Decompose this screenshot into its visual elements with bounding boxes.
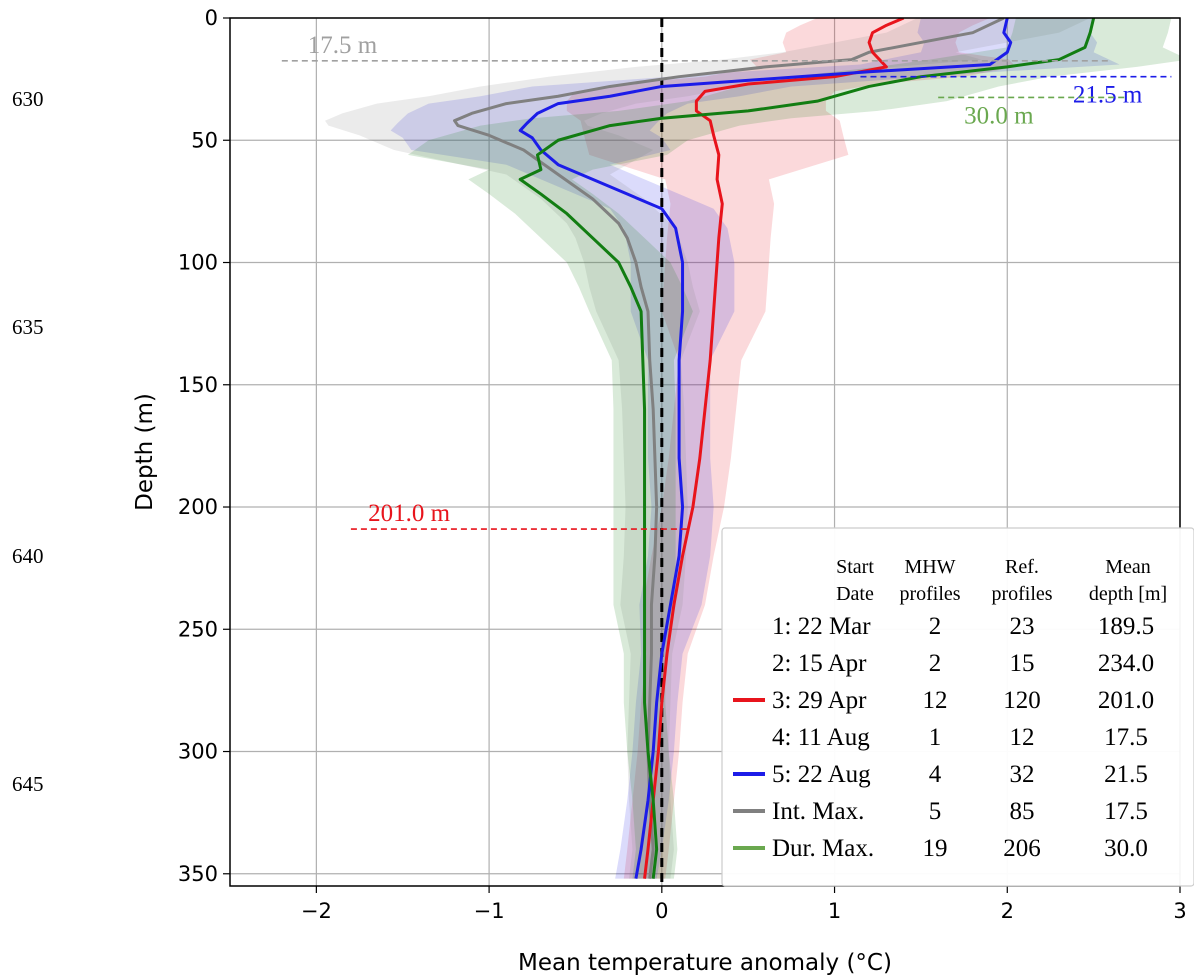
depth-annotations: 17.5 m 21.5 m 30.0 m 201.0 m	[281, 32, 1172, 530]
legend-header: profiles	[991, 583, 1052, 605]
x-tick-label: 2	[1001, 899, 1014, 923]
y-tick-label: 350	[178, 862, 218, 886]
band-green	[407, 18, 1180, 879]
legend-row-label: 5: 22 Aug	[772, 761, 871, 788]
x-tick-label: −2	[301, 899, 332, 923]
legend: Start Date MHW profiles Ref. profiles Mean dept…	[721, 527, 1194, 887]
plot-frame	[229, 17, 1181, 887]
y-tick-label: 200	[178, 495, 218, 519]
legend-header: Start	[836, 556, 874, 578]
band-red	[566, 18, 1016, 879]
x-tick-label: −1	[474, 899, 505, 923]
legend-header: Mean	[1105, 556, 1151, 578]
legend-header: Date	[836, 583, 874, 605]
line-number: 630	[12, 87, 44, 111]
legend-header: depth [m]	[1089, 583, 1167, 605]
line-number: 645	[12, 772, 44, 796]
annotation-label-red: 201.0 m	[368, 500, 451, 527]
legend-cell-mhw: 2	[929, 650, 942, 677]
legend-header: profiles	[899, 583, 960, 605]
line-number: 640	[12, 544, 44, 568]
legend-cell-mhw: 19	[923, 835, 948, 862]
y-axis-label: Depth (m)	[132, 393, 158, 511]
legend-cell-ref: 32	[1010, 761, 1035, 788]
series-line-green	[518, 18, 1096, 879]
x-tick-label: 3	[1173, 899, 1186, 923]
x-tick-label: 0	[655, 899, 668, 923]
y-tick-label: 150	[178, 373, 218, 397]
legend-cell-mhw: 12	[923, 687, 948, 714]
legend-row-label: 2: 15 Apr	[772, 650, 867, 677]
legend-row-label: 3: 29 Apr	[772, 687, 867, 714]
legend-cell-mhw: 5	[929, 798, 942, 825]
legend-cell-depth: 17.5	[1104, 798, 1148, 825]
legend-row-label: Int. Max.	[772, 798, 864, 825]
legend-cell-mhw: 2	[929, 613, 942, 640]
confidence-bands	[325, 18, 1180, 879]
x-tick-label: 1	[828, 899, 841, 923]
legend-row-label: Dur. Max.	[772, 835, 874, 862]
legend-cell-mhw: 4	[929, 761, 942, 788]
legend-cell-depth: 201.0	[1098, 687, 1154, 714]
annotation-label-gray: 17.5 m	[308, 32, 378, 59]
series-line-gray	[453, 18, 1005, 879]
y-tick-label: 100	[178, 251, 218, 275]
annotation-label-green: 30.0 m	[964, 102, 1034, 129]
legend-cell-depth: 17.5	[1104, 724, 1148, 751]
legend-cell-ref: 12	[1010, 724, 1035, 751]
manuscript-line-numbers: 630 635 640 645	[12, 87, 44, 796]
legend-header: Ref.	[1005, 556, 1039, 578]
legend-header: MHW	[904, 556, 955, 578]
y-tick-label: 0	[205, 6, 218, 30]
x-axis-label: Mean temperature anomaly (°C)	[518, 950, 892, 976]
legend-row-label: 1: 22 Mar	[772, 613, 871, 640]
series-line-red	[643, 18, 905, 879]
series-line-blue	[518, 18, 1013, 879]
x-axis-ticks: −2 −1 0 1 2 3	[301, 886, 1187, 923]
y-tick-label: 250	[178, 617, 218, 641]
legend-cell-ref: 85	[1010, 798, 1035, 825]
legend-cell-depth: 234.0	[1098, 650, 1154, 677]
legend-cell-ref: 15	[1010, 650, 1035, 677]
legend-cell-mhw: 1	[929, 724, 942, 751]
line-number: 635	[12, 315, 44, 339]
legend-cell-ref: 120	[1003, 687, 1041, 714]
legend-cell-depth: 30.0	[1104, 835, 1148, 862]
band-blue	[390, 18, 1120, 879]
y-tick-label: 300	[178, 740, 218, 764]
legend-row-label: 4: 11 Aug	[772, 724, 870, 751]
legend-cell-ref: 23	[1010, 613, 1035, 640]
y-tick-label: 50	[191, 128, 218, 152]
legend-box	[721, 527, 1194, 887]
legend-cell-depth: 21.5	[1104, 761, 1148, 788]
y-axis-ticks: 0 50 100 150 200 250 300 350	[178, 6, 230, 886]
series-lines	[453, 18, 1096, 879]
legend-cell-ref: 206	[1003, 835, 1041, 862]
band-gray	[325, 18, 1091, 879]
legend-cell-depth: 189.5	[1098, 613, 1154, 640]
annotation-label-blue: 21.5 m	[1073, 82, 1143, 109]
